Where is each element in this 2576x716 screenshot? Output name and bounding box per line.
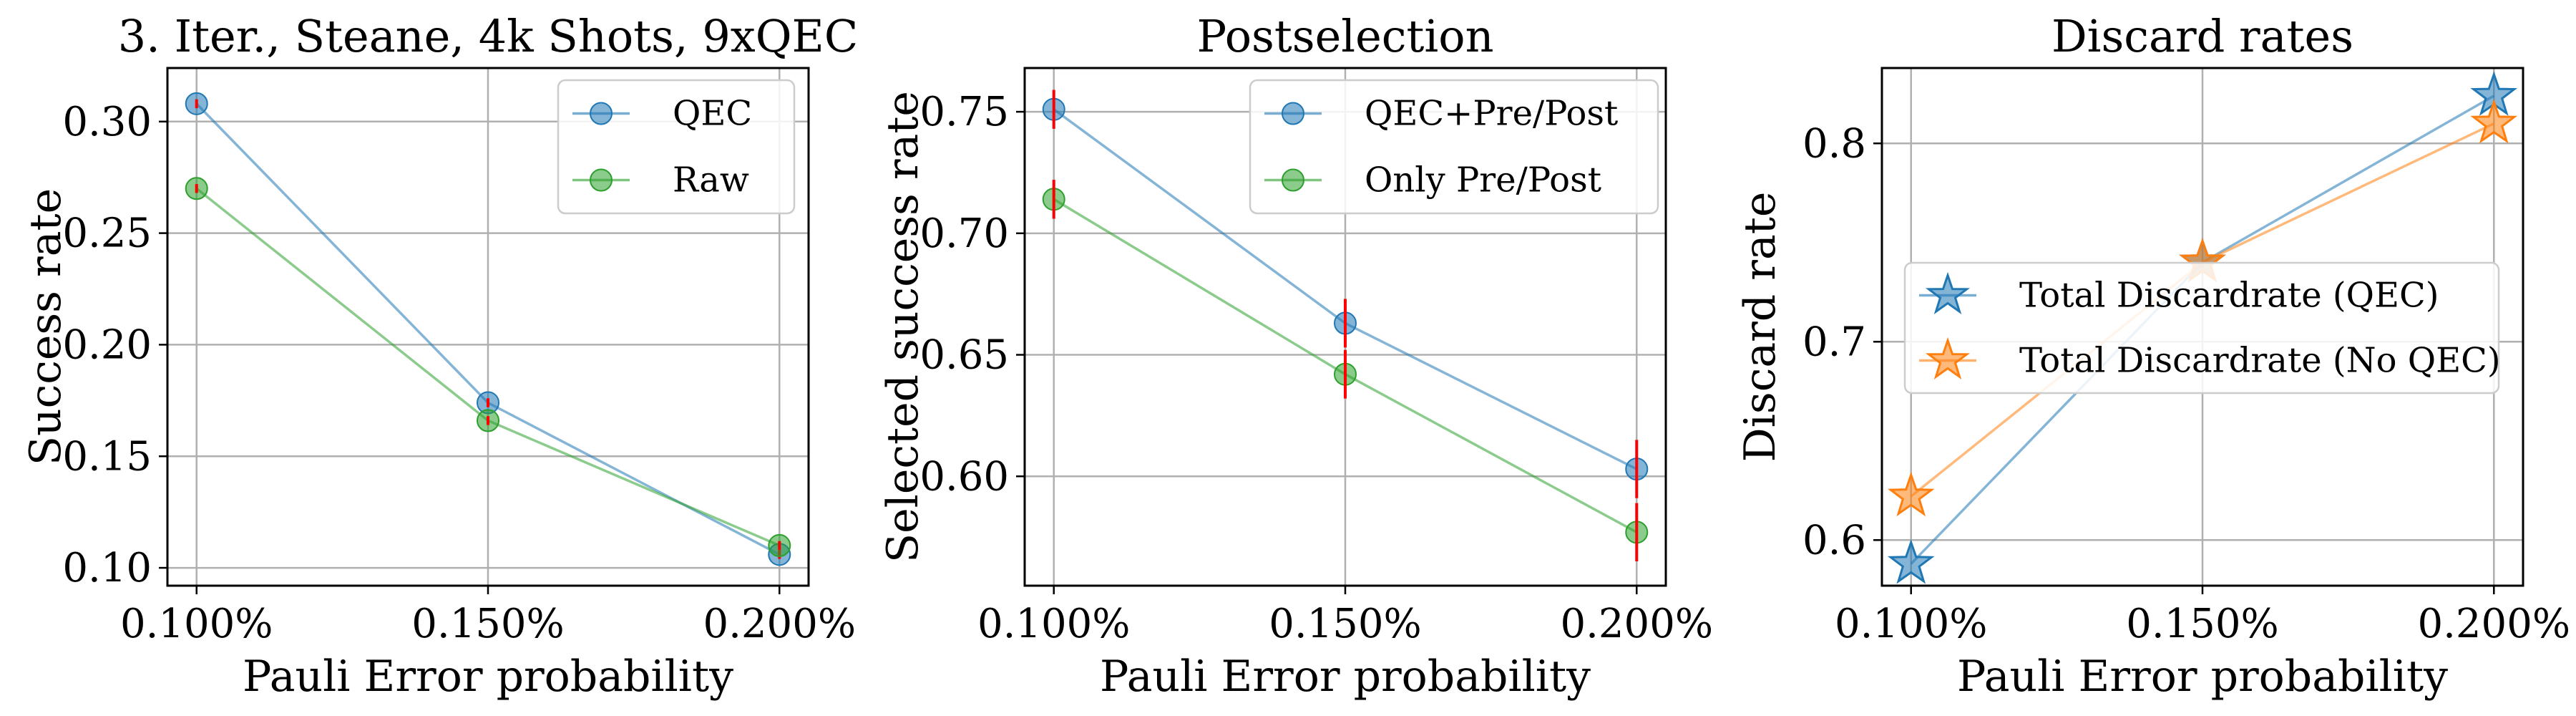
x-axis-label: Pauli Error probability bbox=[1100, 652, 1591, 702]
x-tick-label: 0.150% bbox=[1269, 601, 1422, 647]
series-2 bbox=[185, 177, 791, 557]
data-point bbox=[1887, 538, 1935, 584]
panel-3: 0.100% 0.150% 0.200% 0.6 0.7 0.8 Discard rates… bbox=[1735, 10, 2570, 702]
legend-label: Total Discardrate (QEC) bbox=[2019, 276, 2439, 316]
y-tick-label: 0.65 bbox=[919, 332, 1009, 379]
legend-item: Total Discardrate (QEC) bbox=[1919, 271, 2439, 316]
x-tick-label: 0.150% bbox=[2126, 601, 2279, 647]
y-tick-label: 0.75 bbox=[919, 89, 1009, 135]
y-tick-label: 0.70 bbox=[919, 211, 1009, 257]
legend-label: Total Discardrate (No QEC) bbox=[2019, 341, 2501, 381]
legend-item: QEC bbox=[572, 94, 752, 134]
legend: QEC+Pre/Post Only Pre/Post bbox=[1249, 79, 1659, 215]
x-tick-label: 0.100% bbox=[120, 601, 273, 647]
legend-label: Only Pre/Post bbox=[1365, 160, 1601, 200]
y-tick-label: 0.15 bbox=[62, 433, 152, 480]
y-tick-label: 0.8 bbox=[1802, 120, 1866, 167]
legend-marker bbox=[1925, 271, 1971, 314]
legend-box bbox=[1903, 261, 2500, 395]
axes-frame bbox=[1023, 67, 1667, 587]
y-tick-label: 0.30 bbox=[62, 99, 152, 145]
axes-frame bbox=[166, 67, 810, 587]
x-tick-label: 0.200% bbox=[2418, 601, 2571, 647]
y-tick-label: 0.10 bbox=[62, 545, 152, 591]
y-axis-label: Discard rate bbox=[1735, 192, 1785, 463]
panel-1: 0.100% 0.150% 0.200% 0.10 0.15 0.20 0.25 0.30 3.… bbox=[21, 10, 858, 702]
x-tick-label: 0.100% bbox=[977, 601, 1131, 647]
legend-marker bbox=[1925, 337, 1971, 379]
legend-marker bbox=[1282, 102, 1304, 125]
legend-item: Total Discardrate (No QEC) bbox=[1919, 337, 2501, 381]
chart-title: Discard rates bbox=[2051, 10, 2353, 62]
series-1 bbox=[1042, 90, 1649, 498]
y-tick-label: 0.60 bbox=[919, 453, 1009, 500]
x-axis-label: Pauli Error probability bbox=[243, 652, 733, 702]
legend-marker bbox=[1282, 168, 1304, 192]
legend-label: Raw bbox=[673, 160, 749, 200]
x-tick-label: 0.200% bbox=[1561, 601, 1714, 647]
y-axis-label: Success rate bbox=[21, 188, 71, 465]
legend: QEC Raw bbox=[557, 79, 796, 215]
chart-title: 3. Iter., Steane, 4k Shots, 9xQEC bbox=[118, 10, 859, 62]
ticks: 0.100% 0.150% 0.200% 0.60 0.65 0.70 0.75 bbox=[919, 89, 1713, 647]
legend-box bbox=[1249, 79, 1659, 215]
y-tick-label: 0.6 bbox=[1802, 517, 1866, 563]
x-tick-label: 0.150% bbox=[411, 601, 565, 647]
y-tick-label: 0.7 bbox=[1802, 319, 1866, 365]
y-tick-label: 0.20 bbox=[62, 321, 152, 368]
axes-frame bbox=[1880, 67, 2524, 587]
legend-item: QEC+Pre/Post bbox=[1264, 94, 1618, 134]
y-axis-label: Selected success rate bbox=[878, 91, 928, 563]
x-tick-label: 0.100% bbox=[1835, 601, 1988, 647]
legend-label: QEC+Pre/Post bbox=[1365, 94, 1618, 134]
data-point bbox=[2470, 99, 2518, 144]
panel-2: 0.100% 0.150% 0.200% 0.60 0.65 0.70 0.75 Postse… bbox=[878, 10, 1713, 702]
legend-marker bbox=[590, 102, 613, 125]
y-tick-label: 0.25 bbox=[62, 211, 152, 257]
legend-item: Only Pre/Post bbox=[1264, 160, 1601, 200]
legend-marker bbox=[590, 168, 613, 192]
chart-title: Postselection bbox=[1196, 10, 1493, 62]
legend-item: Raw bbox=[572, 160, 749, 200]
ticks: 0.100% 0.150% 0.200% 0.6 0.7 0.8 bbox=[1802, 120, 2570, 647]
x-axis-label: Pauli Error probability bbox=[1957, 652, 2448, 702]
data-point bbox=[1887, 471, 1935, 517]
x-tick-label: 0.200% bbox=[703, 601, 857, 647]
series-2 bbox=[1042, 180, 1649, 562]
legend: Total Discardrate (QEC) Total Discardrate… bbox=[1903, 261, 2501, 395]
ticks: 0.100% 0.150% 0.200% 0.10 0.15 0.20 0.25 0.30 bbox=[62, 99, 856, 647]
legend-label: QEC bbox=[673, 94, 752, 134]
